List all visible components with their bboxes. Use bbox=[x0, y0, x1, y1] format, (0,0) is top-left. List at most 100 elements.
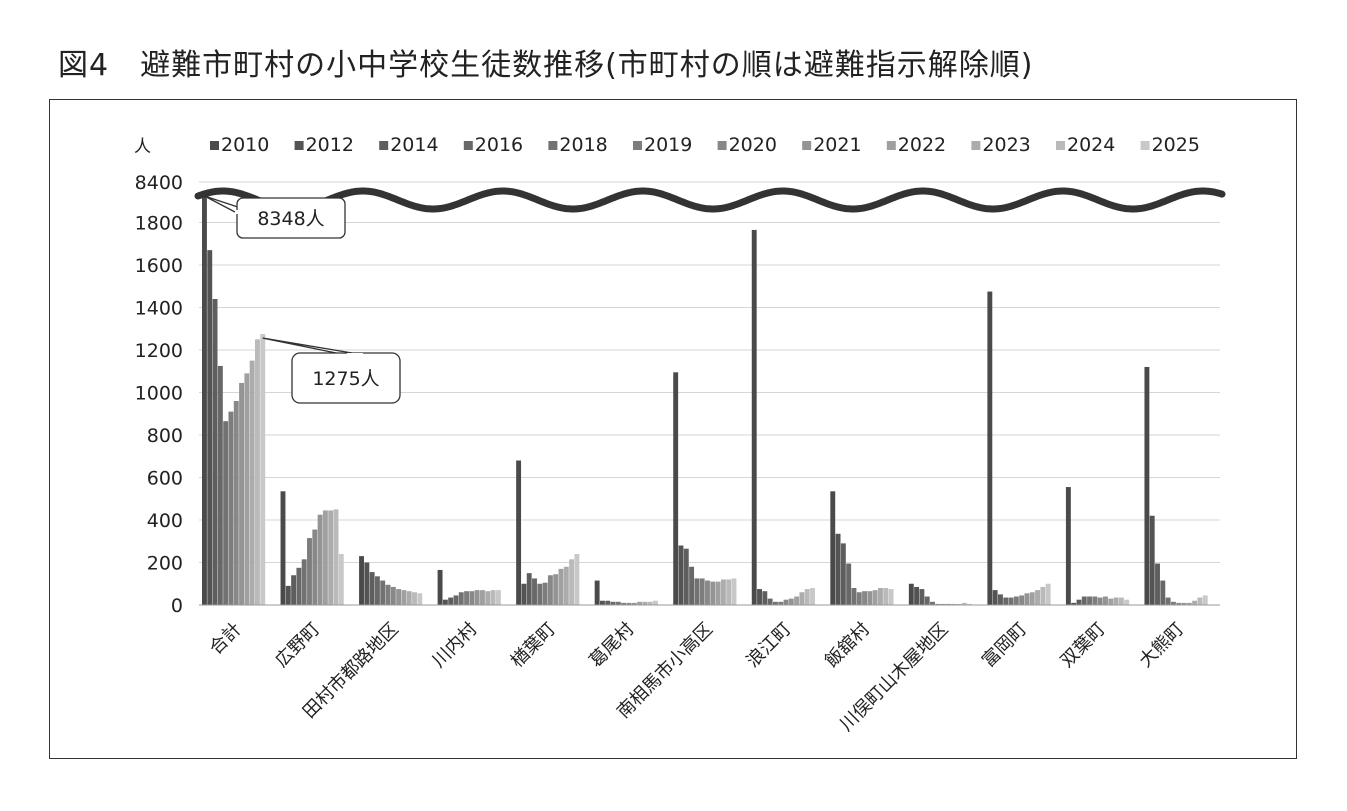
bar bbox=[244, 373, 250, 605]
bar bbox=[255, 339, 260, 605]
bar bbox=[930, 601, 935, 605]
bar bbox=[1160, 580, 1166, 605]
x-tick-label: 飯舘村 bbox=[821, 619, 874, 672]
legend-swatch bbox=[1056, 141, 1065, 150]
bar bbox=[1092, 596, 1098, 605]
bar bbox=[878, 588, 883, 605]
legend-swatch bbox=[294, 141, 304, 150]
bar bbox=[280, 491, 286, 605]
bar bbox=[835, 533, 841, 605]
legend-label: 2014 bbox=[390, 134, 438, 156]
bar bbox=[810, 588, 815, 605]
chart-frame: 人 2010 2012 2014 2016 2018 2019 2020 2021 2022 20… bbox=[49, 99, 1297, 759]
bar bbox=[553, 574, 559, 605]
bar bbox=[615, 601, 621, 605]
bar bbox=[1013, 596, 1019, 605]
y-tick-label: 1400 bbox=[135, 298, 183, 320]
bars bbox=[202, 192, 1208, 605]
bar bbox=[626, 602, 632, 605]
legend-label: 2010 bbox=[221, 134, 269, 156]
bar bbox=[1155, 563, 1160, 605]
bar bbox=[956, 603, 962, 605]
x-tick-label: 大熊町 bbox=[1135, 619, 1188, 672]
bar bbox=[914, 586, 920, 605]
bar bbox=[856, 592, 862, 605]
bar bbox=[495, 590, 501, 605]
callouts: 8348人 1275人 bbox=[204, 195, 401, 404]
bar bbox=[872, 590, 878, 605]
bar bbox=[437, 569, 443, 605]
bar bbox=[474, 590, 480, 605]
bar bbox=[1113, 597, 1119, 605]
bar bbox=[301, 559, 307, 605]
bar bbox=[390, 586, 396, 605]
bar bbox=[951, 603, 957, 605]
bar bbox=[317, 514, 323, 605]
bar bbox=[1124, 599, 1130, 605]
bar bbox=[453, 595, 459, 605]
legend-swatch bbox=[971, 141, 981, 150]
legend-swatch bbox=[633, 141, 642, 150]
bar bbox=[369, 572, 375, 605]
bar bbox=[1192, 600, 1198, 605]
bar bbox=[442, 599, 448, 605]
callout-label: 1275人 bbox=[312, 368, 379, 390]
x-tick-label: 葛尾村 bbox=[585, 619, 638, 672]
bar bbox=[642, 601, 648, 605]
bar bbox=[888, 589, 894, 605]
bar bbox=[751, 229, 757, 605]
bar bbox=[312, 529, 318, 605]
bar bbox=[1097, 597, 1103, 605]
bar bbox=[1144, 367, 1150, 605]
bar bbox=[997, 594, 1003, 605]
bar bbox=[883, 588, 889, 605]
bar bbox=[772, 601, 778, 605]
x-tick-label: 広野町 bbox=[271, 619, 324, 672]
legend-swatch bbox=[1140, 141, 1150, 150]
bar bbox=[359, 556, 364, 605]
y-tick-label: 1800 bbox=[135, 213, 183, 235]
legend-label: 2024 bbox=[1067, 134, 1115, 156]
bar bbox=[328, 510, 334, 605]
bar bbox=[490, 590, 496, 605]
bar bbox=[260, 334, 266, 605]
bar bbox=[1118, 597, 1124, 605]
bar bbox=[385, 584, 391, 605]
callout-joint bbox=[236, 210, 252, 214]
bar bbox=[569, 559, 575, 605]
bar bbox=[537, 583, 543, 605]
bar bbox=[485, 591, 491, 605]
x-tick-label: 川内村 bbox=[428, 619, 481, 672]
axis-break-wave bbox=[194, 187, 1226, 213]
y-tick-label: 1600 bbox=[135, 255, 183, 277]
bar bbox=[605, 600, 611, 605]
bar bbox=[767, 598, 773, 605]
bar bbox=[217, 365, 223, 605]
y-axis-unit: 人 bbox=[134, 137, 151, 157]
bar bbox=[924, 596, 930, 605]
bar bbox=[710, 581, 716, 605]
bar bbox=[757, 589, 762, 605]
bar bbox=[401, 590, 407, 605]
bar bbox=[207, 250, 213, 605]
bar bbox=[940, 603, 946, 605]
callout-box bbox=[236, 197, 346, 239]
bar bbox=[558, 568, 564, 605]
bar bbox=[1170, 601, 1176, 605]
legend-swatch bbox=[379, 141, 389, 150]
legend-swatch bbox=[463, 141, 473, 150]
legend-label: 2016 bbox=[475, 134, 523, 156]
legend-label: 2019 bbox=[644, 134, 692, 156]
callout-box bbox=[291, 352, 401, 404]
bar bbox=[631, 602, 637, 605]
bar bbox=[1202, 595, 1208, 605]
bar bbox=[448, 597, 454, 605]
bar bbox=[840, 543, 846, 605]
bar bbox=[1197, 597, 1203, 605]
bar bbox=[1103, 596, 1108, 605]
x-tick-label: 浪江町 bbox=[742, 619, 795, 672]
x-tick-label: 双葉町 bbox=[1057, 619, 1110, 672]
bar bbox=[307, 538, 312, 605]
bar bbox=[1176, 602, 1182, 605]
